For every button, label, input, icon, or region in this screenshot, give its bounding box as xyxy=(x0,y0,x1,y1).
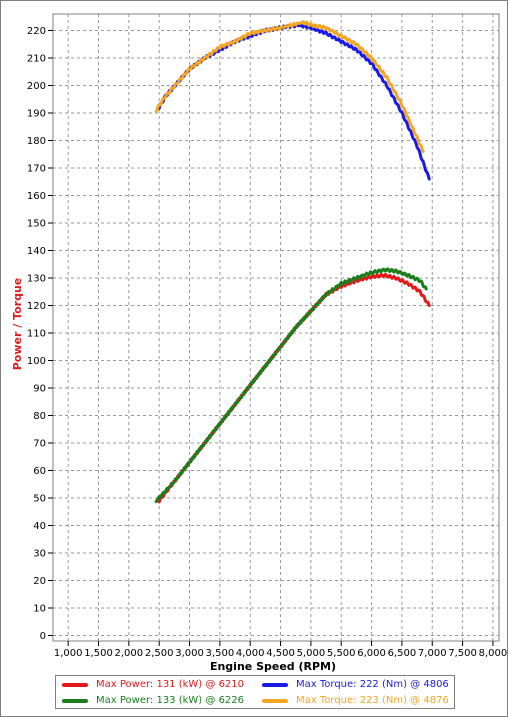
x-tick-label: 4,000 xyxy=(236,648,265,659)
y-tick-label: 180 xyxy=(27,136,46,147)
y-tick-label: 190 xyxy=(27,109,46,120)
x-tick-label: 2,000 xyxy=(115,648,144,659)
y-tick-label: 130 xyxy=(27,274,46,285)
series-line-2 xyxy=(154,267,428,504)
chart-legend: Max Power: 131 (kW) @ 6210 Max Power: 13… xyxy=(55,675,455,709)
y-tick-label: 140 xyxy=(27,246,46,257)
legend-swatch-power-2 xyxy=(62,698,88,703)
x-tick-label: 1,000 xyxy=(54,648,83,659)
y-tick-label: 120 xyxy=(27,301,46,312)
legend-item-torque-2: Max Torque: 223 (Nm) @ 4876 xyxy=(262,695,449,706)
legend-swatch-power-1 xyxy=(62,682,88,687)
series-line-4 xyxy=(154,20,425,153)
x-tick-label: 2,500 xyxy=(145,648,174,659)
series-2 xyxy=(154,267,428,504)
legend-label-torque-2: Max Torque: 223 (Nm) @ 4876 xyxy=(296,695,449,706)
y-tick-label: 150 xyxy=(27,219,46,230)
x-tick-label: 1,500 xyxy=(84,648,113,659)
x-tick-label: 8,000 xyxy=(479,648,507,659)
y-tick-label: 70 xyxy=(33,439,46,450)
y-tick-label: 60 xyxy=(33,466,46,477)
x-tick-label: 5,000 xyxy=(297,648,326,659)
y-tick-label: 100 xyxy=(27,356,46,367)
series-4 xyxy=(154,20,425,153)
y-tick-label: 90 xyxy=(33,384,46,395)
y-tick-label: 170 xyxy=(27,164,46,175)
legend-label-power-2: Max Power: 133 (kW) @ 6226 xyxy=(96,695,245,706)
legend-item-power-1: Max Power: 131 (kW) @ 6210 xyxy=(62,679,244,690)
y-tick-label: 210 xyxy=(27,54,46,65)
y-tick-label: 200 xyxy=(27,81,46,92)
y-axis-ticks: 0 10 20 30 40 50 60 70 80 90 100 110 120 130 140 150 160… xyxy=(27,26,53,642)
x-tick-label: 4,500 xyxy=(266,648,295,659)
y-tick-label: 0 xyxy=(40,631,46,642)
legend-label-torque-1: Max Torque: 222 (Nm) @ 4806 xyxy=(296,679,449,690)
legend-swatch-torque-1 xyxy=(262,682,288,687)
x-tick-label: 3,000 xyxy=(175,648,204,659)
legend-label-power-1: Max Power: 131 (kW) @ 6210 xyxy=(96,679,245,690)
legend-item-torque-1: Max Torque: 222 (Nm) @ 4806 xyxy=(262,679,449,690)
x-tick-label: 7,500 xyxy=(448,648,477,659)
x-axis-ticks: 1,000 1,500 2,000 2,500 3,000 3,500 4,000 4,500… xyxy=(54,641,507,659)
y-tick-label: 220 xyxy=(27,26,46,37)
y-tick-label: 40 xyxy=(33,521,46,532)
y-tick-label: 10 xyxy=(33,604,46,615)
x-tick-label: 3,500 xyxy=(206,648,235,659)
legend-swatch-torque-2 xyxy=(262,698,288,703)
x-axis-title: Engine Speed (RPM) xyxy=(210,660,336,673)
plot-area-bg xyxy=(52,13,500,642)
x-tick-label: 7,000 xyxy=(418,648,447,659)
x-tick-label: 6,500 xyxy=(388,648,417,659)
y-tick-label: 20 xyxy=(33,576,46,587)
series-group xyxy=(154,20,431,504)
y-tick-label: 110 xyxy=(27,329,46,340)
legend-item-power-2: Max Power: 133 (kW) @ 6226 xyxy=(62,695,244,706)
y-tick-label: 160 xyxy=(27,191,46,202)
y-tick-label: 50 xyxy=(33,494,46,505)
grid xyxy=(53,14,499,641)
y-axis-title: Power / Torque xyxy=(11,278,24,371)
x-tick-label: 6,000 xyxy=(357,648,386,659)
y-tick-label: 80 xyxy=(33,411,46,422)
y-tick-label: 30 xyxy=(33,549,46,560)
x-tick-label: 5,500 xyxy=(327,648,356,659)
